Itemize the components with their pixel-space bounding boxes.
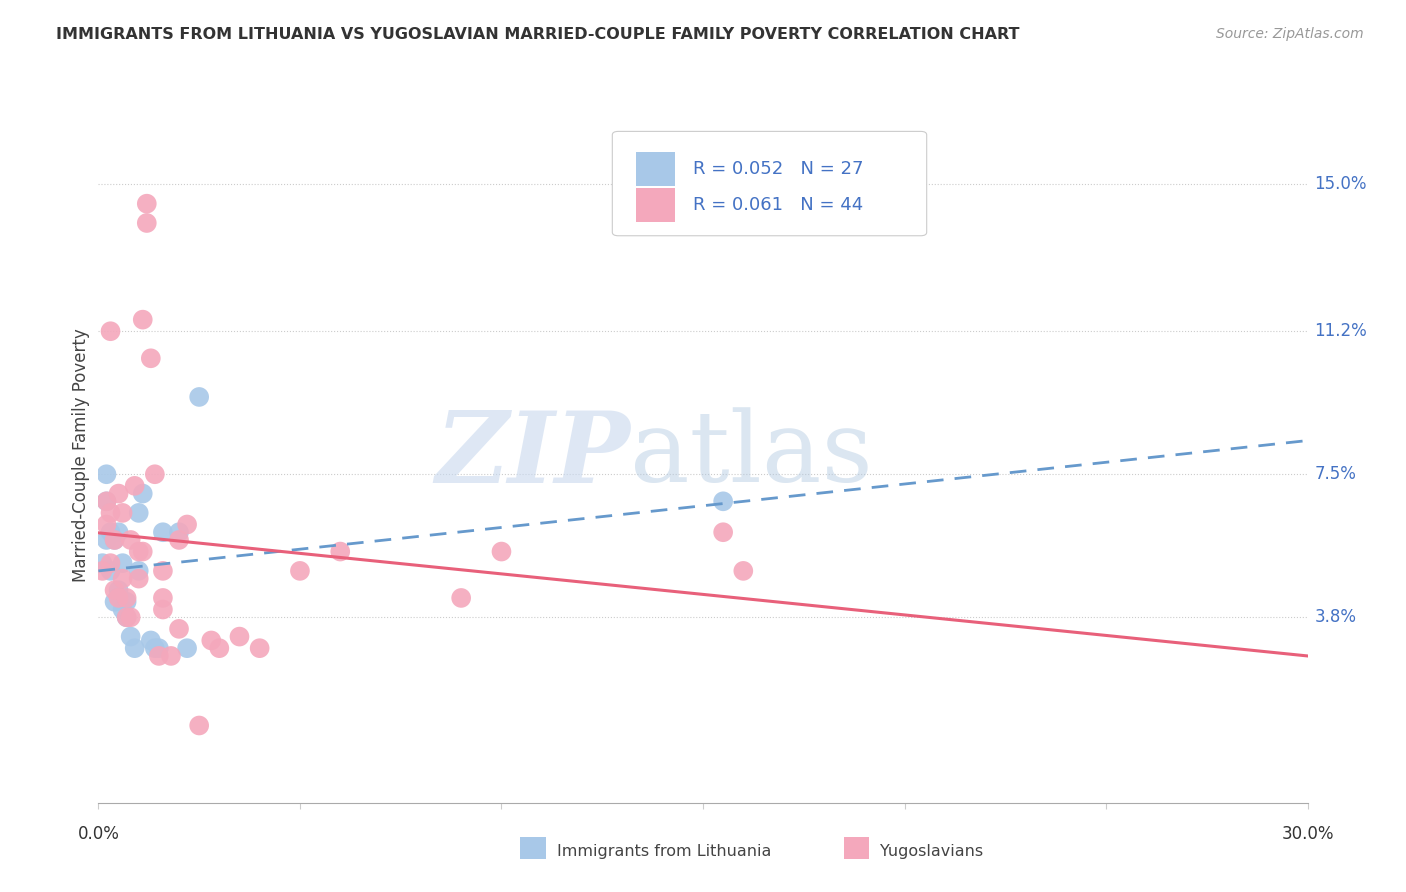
Point (200, 633, 222, 648)
Point (100, 556, 122, 570)
Point (135, 216, 157, 230)
Text: 15.0%: 15.0% (1315, 176, 1367, 194)
Point (148, 648, 170, 663)
Point (249, 641, 271, 656)
Point (91, 564, 114, 578)
Point (733, 564, 755, 578)
Point (167, 622, 190, 636)
Point (167, 525, 190, 540)
Point (176, 641, 198, 656)
Point (128, 572, 150, 586)
Point (96, 467, 118, 482)
Text: 0.0%: 0.0% (77, 825, 120, 843)
Text: R = 0.052   N = 27: R = 0.052 N = 27 (693, 160, 863, 178)
Point (128, 564, 150, 578)
Point (711, 525, 734, 540)
Point (107, 591, 129, 605)
Text: 3.8%: 3.8% (1315, 608, 1357, 626)
Point (115, 591, 138, 605)
FancyBboxPatch shape (612, 131, 927, 235)
Point (128, 506, 150, 520)
Point (152, 525, 174, 540)
Point (100, 506, 122, 520)
Point (103, 533, 125, 547)
Point (111, 556, 134, 570)
Point (188, 718, 211, 732)
Point (91, 556, 114, 570)
Point (188, 390, 211, 404)
Point (111, 572, 134, 586)
Y-axis label: Married-Couple Family Poverty: Married-Couple Family Poverty (72, 328, 90, 582)
Point (135, 196, 157, 211)
Text: ZIP: ZIP (436, 407, 630, 503)
Point (96, 494, 118, 508)
Point (228, 630, 250, 644)
Point (107, 486, 129, 500)
Point (100, 525, 122, 540)
Point (167, 533, 190, 547)
Point (120, 630, 142, 644)
Point (139, 351, 162, 366)
FancyBboxPatch shape (637, 188, 675, 222)
Point (107, 525, 129, 540)
Point (208, 641, 231, 656)
Point (143, 467, 166, 482)
Point (100, 564, 122, 578)
Point (100, 324, 122, 338)
Text: IMMIGRANTS FROM LITHUANIA VS YUGOSLAVIAN MARRIED-COUPLE FAMILY POVERTY CORRELATI: IMMIGRANTS FROM LITHUANIA VS YUGOSLAVIAN… (56, 27, 1019, 42)
Text: atlas: atlas (630, 407, 873, 503)
Point (96, 533, 118, 547)
Point (120, 533, 142, 547)
Point (96, 517, 118, 532)
Point (139, 633, 162, 648)
Point (111, 602, 134, 616)
Point (160, 648, 183, 663)
Point (107, 583, 129, 598)
Point (143, 641, 166, 656)
Point (152, 602, 174, 616)
Point (491, 544, 513, 558)
Text: 30.0%: 30.0% (1281, 825, 1334, 843)
Text: 7.5%: 7.5% (1315, 466, 1357, 483)
Point (128, 544, 150, 558)
Text: Immigrants from Lithuania: Immigrants from Lithuania (557, 845, 770, 859)
Point (115, 595, 138, 609)
Point (96, 494, 118, 508)
Point (111, 506, 134, 520)
Point (132, 312, 155, 326)
Point (288, 564, 311, 578)
FancyBboxPatch shape (637, 153, 675, 186)
Point (450, 591, 472, 605)
Point (115, 610, 138, 624)
Point (124, 641, 146, 656)
Point (132, 486, 155, 500)
Point (103, 583, 125, 598)
Text: Source: ZipAtlas.com: Source: ZipAtlas.com (1216, 27, 1364, 41)
Text: R = 0.061   N = 44: R = 0.061 N = 44 (693, 196, 863, 214)
Point (115, 610, 138, 624)
Text: Yugoslavians: Yugoslavians (880, 845, 983, 859)
Point (329, 544, 352, 558)
Point (152, 591, 174, 605)
Point (132, 544, 155, 558)
Point (124, 479, 146, 493)
Point (152, 564, 174, 578)
Point (176, 517, 198, 532)
Point (120, 610, 142, 624)
Point (148, 641, 170, 656)
Point (103, 533, 125, 547)
Point (711, 494, 734, 508)
Text: 11.2%: 11.2% (1315, 322, 1368, 340)
Point (103, 595, 125, 609)
